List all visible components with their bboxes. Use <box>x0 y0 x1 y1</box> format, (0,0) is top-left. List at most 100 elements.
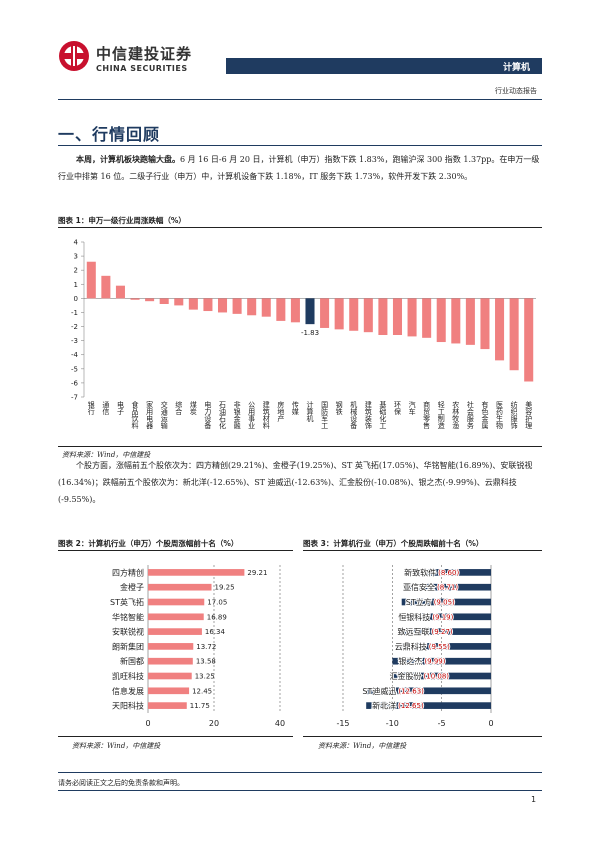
data-label: 16.89 <box>207 613 227 621</box>
bar <box>148 702 187 709</box>
x-tick-label: 建筑装饰 <box>364 400 372 430</box>
x-tick-label: 机械设备 <box>350 400 358 430</box>
category-label: 信息发展 <box>112 686 144 696</box>
bar <box>101 275 111 299</box>
bar <box>148 583 212 591</box>
data-label: (9.27) <box>432 628 453 636</box>
bar <box>261 298 271 317</box>
x-tick-label: 交通运输 <box>160 400 168 430</box>
bar <box>148 672 192 680</box>
bar <box>247 298 257 316</box>
data-label: 17.05 <box>207 599 227 607</box>
y-tick-label: 0 <box>74 295 78 303</box>
bar <box>145 298 155 302</box>
bar <box>320 298 330 328</box>
x-tick-label: 40 <box>275 719 285 728</box>
bar <box>148 657 193 665</box>
paragraph-lead: 本周，计算机板块跑输大盘。 <box>76 155 180 164</box>
bar <box>392 657 491 665</box>
category-label: 亚信安全 <box>403 582 435 592</box>
x-tick-label: 公用事业 <box>248 401 256 429</box>
bar <box>148 643 194 650</box>
bar <box>509 298 519 371</box>
x-tick-label: 0 <box>145 719 150 728</box>
page-number: 1 <box>531 795 537 804</box>
stock-review-paragraph: 个股方面，涨幅前五个股依次为：四方精创(29.21%)、金橙子(19.25%)、… <box>58 461 533 504</box>
bar <box>406 569 491 576</box>
y-tick-label: -4 <box>71 351 79 359</box>
figure2-top-rule <box>58 550 293 551</box>
bar <box>396 643 491 650</box>
y-tick-label: -3 <box>71 337 78 345</box>
category-label: 金橙子 <box>120 582 144 592</box>
data-label: 16.34 <box>205 628 226 636</box>
data-label: 13.72 <box>196 643 216 651</box>
x-tick-label: 20 <box>209 719 219 728</box>
bar <box>436 298 446 343</box>
data-label: (8.60) <box>438 569 459 577</box>
header-bar: 计算机 <box>226 58 542 74</box>
data-label: 19.25 <box>215 584 235 592</box>
category-label: 天阳科技 <box>112 701 144 711</box>
category-label: 朗新集团 <box>112 641 144 651</box>
bar <box>480 298 490 350</box>
top-gainers-chart: 0 20 40 四方精创 29.21 金橙子 19.25 ST英飞拓 17.05 华铭智能 16.8… <box>110 565 285 728</box>
logo-name-cn: 中信建投证券 <box>96 45 193 63</box>
category-label: 恒银科技 <box>398 612 430 622</box>
x-tick-label: -5 <box>438 719 446 728</box>
figure3-bottom-rule <box>303 736 542 737</box>
bar <box>148 613 204 621</box>
bar <box>148 569 245 576</box>
x-tick-label: 计算机 <box>306 400 314 423</box>
x-tick-label: 石油石化 <box>219 401 227 430</box>
x-tick-label: 医药生物 <box>496 401 504 430</box>
x-tick-label: 传媒 <box>291 400 299 416</box>
figure2-source: 资料来源：Wind，中信建投 <box>72 742 161 750</box>
bar <box>422 298 432 338</box>
x-tick-label: 建筑材料 <box>262 400 270 430</box>
bar <box>363 298 373 333</box>
figure1-source: 资料来源：Wind，中信建投 <box>62 451 151 459</box>
disclaimer: 请务必阅读正文之后的免责条款和声明。 <box>58 779 184 787</box>
x-tick-label: 非银金融 <box>233 400 241 430</box>
figure1-bottom-rule <box>58 446 542 447</box>
data-label: (8.71) <box>437 584 458 592</box>
x-tick-label: -10 <box>386 719 399 728</box>
x-tick-label: 食品饮料 <box>131 400 139 430</box>
bar <box>148 598 205 606</box>
x-tick-label: 商贸零售 <box>423 400 431 430</box>
bar <box>366 687 491 695</box>
data-label: -1.83 <box>301 329 319 337</box>
bar <box>148 687 190 695</box>
bar <box>407 298 417 337</box>
category-label: 新国都 <box>120 656 144 666</box>
category-label: 云鼎科技 <box>395 641 427 651</box>
bar <box>400 613 491 621</box>
category-label: 致远互联 <box>398 627 430 637</box>
figure1-top-rule <box>58 227 542 228</box>
figure3-source: 资料来源：Wind，中信建投 <box>318 742 407 750</box>
data-label: (9.19) <box>432 613 453 621</box>
bar <box>392 298 403 335</box>
y-tick-label: 2 <box>74 267 78 275</box>
bar <box>159 298 169 304</box>
bar <box>174 298 184 306</box>
bar <box>401 598 491 606</box>
bar <box>378 298 388 335</box>
data-label: (9.05) <box>434 599 455 607</box>
data-label: 12.45 <box>192 687 212 695</box>
x-tick-label: 基础化工 <box>379 400 387 429</box>
bar <box>130 298 140 300</box>
bar <box>495 298 505 361</box>
data-label: 29.21 <box>247 569 267 577</box>
figure2-title: 图表 2：计算机行业（申万）个股周涨幅前十名（%） <box>58 539 239 548</box>
category-label: 新致软件 <box>404 567 436 577</box>
bar <box>290 298 300 323</box>
bar <box>349 298 359 331</box>
bar <box>334 298 344 330</box>
y-tick-label: 4 <box>74 239 79 247</box>
data-label: 11.75 <box>190 702 210 710</box>
bar <box>405 583 491 591</box>
figure2-bottom-rule <box>58 736 293 737</box>
footer-divider-bottom <box>58 790 542 791</box>
